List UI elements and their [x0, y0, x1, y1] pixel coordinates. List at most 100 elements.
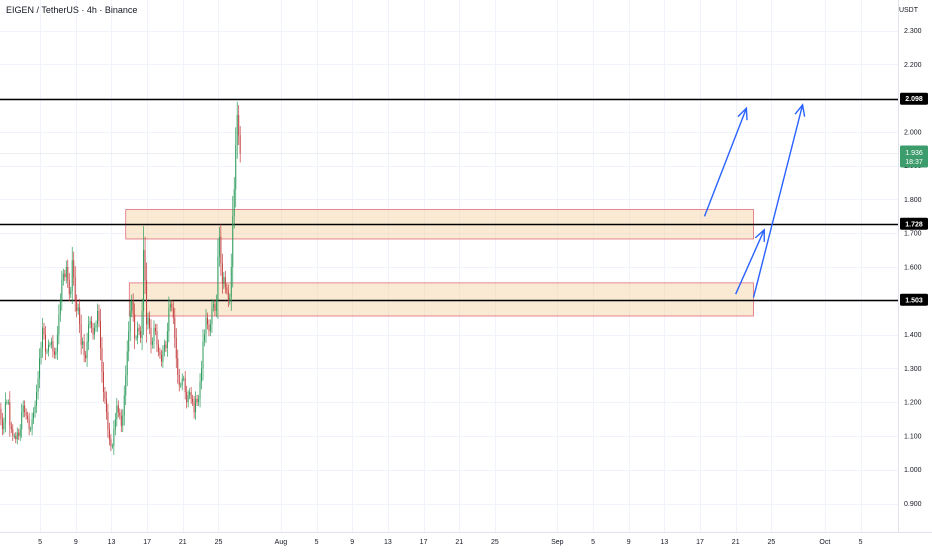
- candle-body: [104, 392, 106, 399]
- candle-body: [76, 300, 78, 311]
- time-tick-label: 17: [420, 539, 428, 546]
- candle-body: [229, 297, 231, 301]
- candle-body: [151, 341, 153, 345]
- candle-body: [224, 277, 226, 288]
- candle-body: [129, 310, 131, 332]
- candle-body: [49, 344, 51, 346]
- candle-body: [37, 378, 39, 393]
- candle-body: [65, 267, 67, 278]
- candle-body: [215, 300, 217, 311]
- candle-body: [94, 327, 96, 335]
- candle-body: [220, 236, 222, 264]
- candle-body: [119, 412, 121, 416]
- candle-body: [125, 375, 127, 396]
- candle-body: [238, 114, 240, 136]
- candle-body: [181, 378, 183, 386]
- candle-body: [102, 371, 104, 393]
- arrow-head: [794, 103, 806, 117]
- candle-body: [74, 277, 76, 301]
- candle-body: [28, 419, 30, 430]
- key-level-price-label: 1.728: [900, 217, 928, 230]
- candle-body: [218, 236, 220, 257]
- candle-body: [166, 331, 168, 349]
- candle-body: [19, 429, 21, 436]
- candle-body: [186, 392, 188, 403]
- candle-body: [198, 398, 200, 403]
- candle-body: [160, 354, 162, 362]
- candle-body: [4, 402, 6, 423]
- candle-body: [99, 321, 101, 349]
- candle-body: [98, 310, 100, 322]
- candle-body: [174, 317, 176, 338]
- candle-body: [120, 415, 122, 426]
- currency-unit: USDT: [898, 7, 918, 14]
- candle-body: [62, 273, 64, 281]
- time-tick-label: 21: [179, 539, 187, 546]
- candle-body: [143, 250, 145, 311]
- candle-body: [126, 351, 128, 376]
- time-tick-label: 9: [350, 539, 354, 546]
- candle-body: [195, 398, 197, 413]
- candle-body: [205, 317, 207, 335]
- price-tick-label: 2.000: [904, 129, 922, 136]
- time-axis[interactable]: 5 9 13 17 21 25 Aug 5 9 13 17 21 25 Sep 5 9 13 17 21 25 Oct 5: [38, 539, 862, 546]
- candle-body: [134, 314, 136, 338]
- candle-body: [0, 408, 2, 420]
- candle-body: [230, 267, 232, 298]
- supply-demand-zone: [128, 282, 754, 317]
- candle-body: [227, 290, 229, 301]
- time-tick-label: 25: [215, 539, 223, 546]
- candle-body: [67, 267, 69, 281]
- last-price-label: 1.936 18:37: [900, 145, 928, 168]
- candle-body: [7, 402, 9, 404]
- candle-body: [232, 216, 234, 267]
- candle-body: [149, 317, 151, 328]
- last-price-bg: [900, 145, 928, 168]
- candle-body: [105, 398, 107, 413]
- candle-body: [202, 341, 204, 369]
- key-levels: [0, 98, 898, 302]
- candle-body: [70, 290, 72, 295]
- symbol-title: EIGEN / TetherUS · 4h · Binance: [6, 5, 138, 15]
- price-tick-label: 1.600: [904, 265, 922, 272]
- candle-body: [214, 304, 216, 311]
- candle-body: [10, 425, 12, 430]
- candle-body: [177, 358, 179, 376]
- candle-body: [88, 324, 90, 342]
- candle-body: [31, 419, 33, 430]
- candle-body: [204, 334, 206, 342]
- candle-body: [56, 334, 58, 352]
- price-tick-label: 1.300: [904, 366, 922, 373]
- arrows: [703, 103, 806, 298]
- candle-body: [91, 321, 93, 328]
- candle-body: [82, 341, 84, 345]
- price-label-bg: [900, 92, 928, 105]
- candle-body: [209, 324, 211, 332]
- candle-body: [208, 324, 210, 332]
- candle-body: [12, 429, 14, 436]
- candle-body: [140, 331, 142, 338]
- candle-body: [40, 348, 42, 359]
- candle-body: [15, 435, 17, 440]
- time-tick-label: 13: [660, 539, 668, 546]
- candle-body: [43, 327, 45, 335]
- candle-body: [150, 327, 152, 345]
- candle-body: [47, 344, 49, 352]
- candle-body: [59, 300, 61, 315]
- candle-body: [193, 402, 195, 413]
- candle-body: [64, 273, 66, 278]
- candle-body: [217, 256, 219, 301]
- candle-body: [80, 324, 82, 345]
- candle-body: [190, 392, 192, 399]
- candle-body: [212, 304, 214, 308]
- candle-body: [135, 337, 137, 339]
- candle-body: [44, 334, 46, 352]
- time-tick-label: 21: [732, 539, 740, 546]
- candle-body: [89, 321, 91, 325]
- candle-body: [141, 310, 143, 338]
- candle-body: [138, 327, 140, 332]
- candle-body: [187, 395, 189, 403]
- candle-body: [178, 375, 180, 386]
